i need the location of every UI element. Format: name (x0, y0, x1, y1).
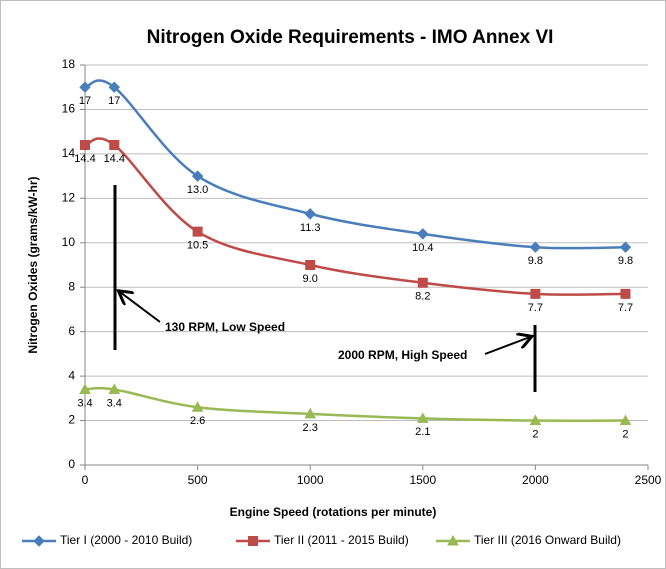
marker (248, 536, 258, 546)
y-tick-label: 16 (62, 102, 76, 116)
data-label: 7.7 (528, 302, 543, 314)
marker (192, 226, 203, 237)
data-label: 14.4 (74, 153, 95, 165)
data-label: 2.1 (415, 426, 430, 438)
y-tick-label: 8 (68, 279, 75, 293)
marker (191, 170, 204, 182)
marker (417, 277, 428, 288)
data-label: 17 (79, 95, 91, 107)
marker (529, 241, 542, 253)
data-label: 9.8 (618, 255, 633, 267)
y-tick-label: 6 (68, 324, 75, 338)
x-axis-label: Engine Speed (rotations per minute) (230, 505, 437, 519)
marker (529, 414, 542, 426)
plot: 0 2 4 6 8 10 12 14 16 18 0 500 1000 1500 2000 2500 17 17 1… (62, 57, 662, 487)
y-tick-label: 14 (62, 146, 76, 160)
data-label: 10.4 (412, 242, 433, 254)
marker (108, 81, 120, 93)
data-label: 2.3 (303, 422, 318, 434)
marker (108, 383, 121, 394)
data-label: 3.4 (107, 397, 122, 409)
annotation-arrow (484, 337, 530, 355)
data-label: 2 (532, 428, 538, 440)
marker (416, 412, 429, 423)
annotation: 130 RPM, Low Speed (165, 320, 285, 334)
marker (620, 288, 631, 299)
data-label: 2 (622, 428, 628, 440)
y-tick-label: 2 (68, 413, 75, 427)
y-tick-label: 12 (62, 191, 76, 205)
data-label: 10.5 (187, 240, 208, 252)
marker (80, 140, 90, 150)
y-tick-label: 0 (68, 457, 75, 471)
x-tick-label: 500 (188, 473, 208, 487)
data-label: 14.4 (104, 153, 125, 165)
legend-label: Tier II (2011 - 2015 Build) (274, 533, 409, 547)
chart-title: Nitrogen Oxide Requirements - IMO Annex … (147, 27, 554, 48)
y-tick-label: 18 (62, 57, 76, 71)
data-label: 3.4 (77, 397, 92, 409)
data-label: 11.3 (300, 222, 321, 234)
data-label: 8.2 (415, 291, 430, 303)
annotation-arrow (120, 292, 161, 323)
y-axis-label: Nitrogen Oxides (grams/kW-hr) (26, 176, 40, 353)
marker (79, 383, 91, 394)
data-label: 9.8 (528, 255, 543, 267)
marker (417, 228, 429, 240)
marker (191, 401, 204, 412)
marker (304, 407, 317, 419)
marker (33, 535, 45, 547)
marker (447, 534, 459, 546)
y-tick-label: 4 (68, 368, 75, 382)
annotation: 2000 RPM, High Speed (338, 348, 467, 362)
x-tick-label: 1500 (409, 473, 436, 487)
legend-label: Tier I (2000 - 2010 Build) (60, 533, 192, 547)
x-tick-label: 2000 (522, 473, 549, 487)
x-tick-label: 1000 (297, 473, 324, 487)
marker (619, 241, 632, 253)
marker (109, 140, 120, 150)
data-label: 7.7 (618, 302, 633, 314)
marker (530, 288, 541, 299)
data-label: 13.0 (187, 184, 208, 196)
data-label: 2.6 (190, 415, 205, 427)
marker (304, 208, 316, 220)
marker (305, 260, 316, 270)
x-tick-label: 2500 (635, 473, 662, 487)
data-label: 17 (108, 95, 120, 107)
y-tick-label: 10 (62, 235, 76, 249)
marker (79, 81, 91, 93)
legend-label: Tier III (2016 Onward Build) (474, 533, 621, 547)
marker (619, 414, 632, 426)
x-tick-label: 0 (82, 473, 89, 487)
data-label: 9.0 (303, 273, 318, 285)
